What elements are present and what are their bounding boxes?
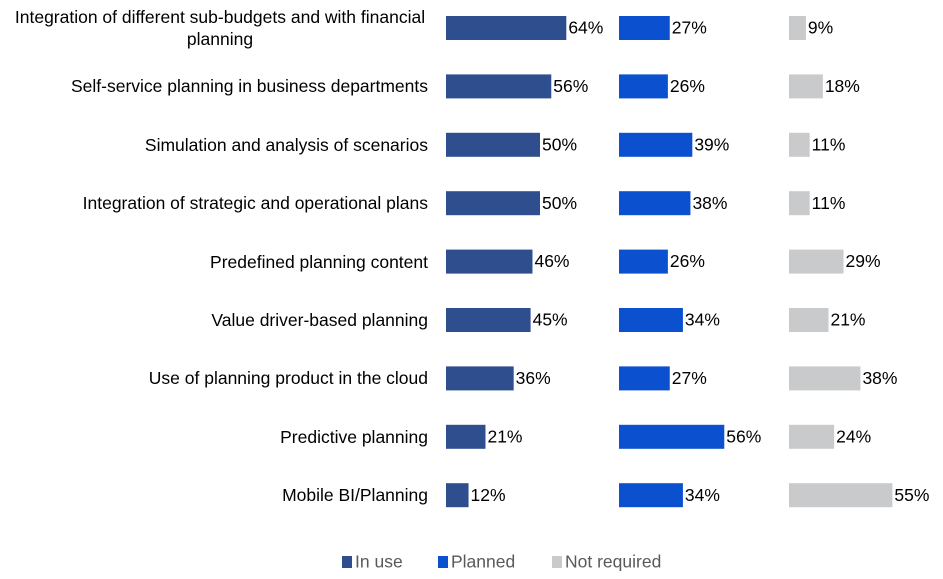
bar xyxy=(619,249,668,274)
legend-swatch xyxy=(438,556,448,568)
bar xyxy=(446,249,533,274)
value-label: 55% xyxy=(894,485,929,505)
value-label: 27% xyxy=(672,18,707,38)
bar xyxy=(789,132,810,157)
value-label: 21% xyxy=(487,426,522,446)
legend-label: Not required xyxy=(565,552,661,572)
bar xyxy=(446,483,469,508)
bar xyxy=(619,16,670,40)
value-label: 50% xyxy=(542,134,577,154)
bar xyxy=(789,16,806,40)
bar xyxy=(789,366,861,391)
value-label: 50% xyxy=(542,193,577,213)
value-label: 21% xyxy=(830,310,865,330)
bar xyxy=(789,308,829,332)
value-label: 11% xyxy=(812,193,846,213)
category-label: Integration of different sub-budgets and… xyxy=(14,7,426,49)
value-label: 26% xyxy=(670,76,705,96)
bar xyxy=(446,424,486,449)
bar xyxy=(619,132,693,157)
category-label: Predefined planning content xyxy=(210,251,428,272)
bar xyxy=(789,483,893,508)
legend-label: In use xyxy=(355,552,403,572)
category-label: Value driver-based planning xyxy=(211,310,428,330)
bar xyxy=(789,424,835,449)
bar xyxy=(789,249,844,274)
legend-swatch xyxy=(552,556,562,568)
category-label: Simulation and analysis of scenarios xyxy=(144,134,428,155)
bar xyxy=(789,74,823,99)
bar xyxy=(619,74,668,99)
value-label: 36% xyxy=(516,368,551,388)
value-label: 27% xyxy=(672,368,707,388)
category-label: Mobile BI/Planning xyxy=(282,485,428,506)
category-label: Integration of strategic and operational… xyxy=(82,193,428,214)
value-label: 34% xyxy=(685,310,720,330)
legend-swatch xyxy=(342,556,352,568)
value-label: 39% xyxy=(694,134,729,154)
bar xyxy=(446,132,540,157)
value-label: 9% xyxy=(808,18,833,38)
bar xyxy=(446,191,540,216)
value-label: 18% xyxy=(825,76,860,96)
value-label: 56% xyxy=(726,426,761,446)
value-label: 12% xyxy=(471,485,506,505)
value-label: 11% xyxy=(812,134,846,154)
value-label: 29% xyxy=(846,251,881,271)
value-label: 38% xyxy=(862,368,897,388)
legend-label: Planned xyxy=(451,552,515,572)
bar xyxy=(446,16,567,40)
category-label: Use of planning product in the cloud xyxy=(148,368,428,389)
value-label: 56% xyxy=(553,76,588,96)
value-label: 34% xyxy=(685,485,720,505)
bar xyxy=(619,366,670,391)
bar xyxy=(619,483,683,508)
bar xyxy=(446,366,514,391)
bar xyxy=(619,191,691,216)
bar xyxy=(619,424,725,449)
bar xyxy=(446,308,531,332)
bar xyxy=(789,191,810,216)
bar xyxy=(446,74,552,99)
category-label: Self-service planning in business depart… xyxy=(71,76,428,97)
value-label: 38% xyxy=(692,193,727,213)
category-label: Predictive planning xyxy=(280,426,428,447)
value-label: 24% xyxy=(836,426,871,446)
bar xyxy=(619,308,683,332)
value-label: 45% xyxy=(533,310,568,330)
value-label: 46% xyxy=(534,251,569,271)
value-label: 26% xyxy=(670,251,705,271)
value-label: 64% xyxy=(568,18,603,38)
